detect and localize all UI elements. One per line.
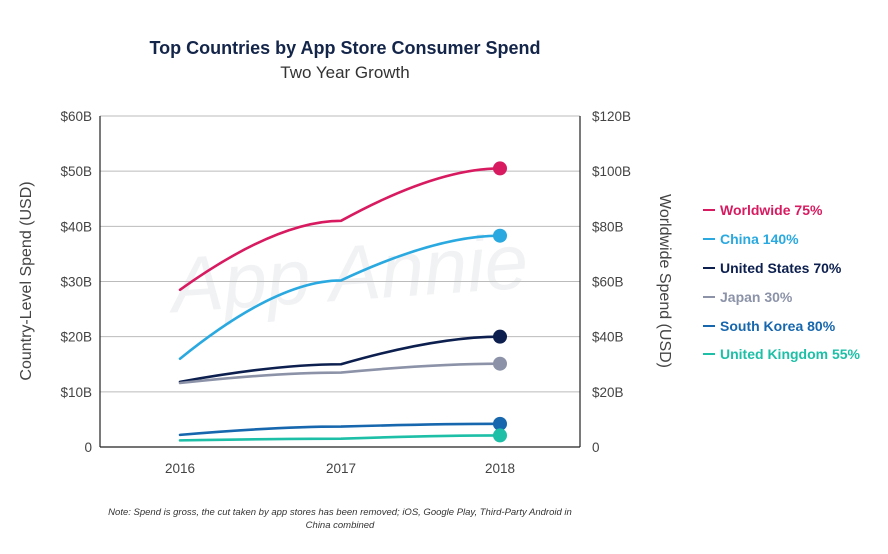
legend-label: United States 70% xyxy=(720,259,842,276)
y-tick-label: $30B xyxy=(60,275,92,290)
y-tick-label: $50B xyxy=(60,164,92,179)
legend-label: South Korea 80% xyxy=(720,317,836,334)
series-line xyxy=(178,335,502,384)
legend-swatch xyxy=(703,266,715,269)
legend-item: Worldwide 75% xyxy=(703,196,860,225)
legend-label: United Kingdom 55% xyxy=(720,346,861,363)
footnote: Note: Spend is gross, the cut taken by a… xyxy=(108,507,572,531)
y-tick-label: $20B xyxy=(60,330,92,345)
series-line xyxy=(178,234,502,361)
y2-tick-label: $100B xyxy=(592,164,631,179)
series-endpoint xyxy=(493,161,507,176)
x-axis-ticks: 2016 2017 2018 xyxy=(165,461,515,476)
legend-label: Worldwide 75% xyxy=(720,202,823,219)
series-points xyxy=(493,161,507,443)
y-tick-label: $40B xyxy=(60,219,92,234)
legend-swatch xyxy=(703,353,715,356)
left-axis-label: Country-Level Spend (USD) xyxy=(18,181,35,380)
series-line xyxy=(178,422,502,437)
series-line xyxy=(178,434,502,442)
x-tick-label: 2016 xyxy=(165,461,195,476)
left-axis-ticks: 0 $10B $20B $30B $40B $50B $60B xyxy=(60,109,92,455)
series-line xyxy=(178,362,502,385)
legend-item: United Kingdom 55% xyxy=(703,340,860,369)
x-tick-label: 2017 xyxy=(326,461,356,476)
legend-swatch xyxy=(703,238,715,241)
legend-label: China 140% xyxy=(720,231,799,248)
y2-tick-label: $80B xyxy=(592,219,624,234)
y2-tick-label: $120B xyxy=(592,109,631,124)
legend-item: United States 70% xyxy=(703,254,860,283)
chart-title: Top Countries by App Store Consumer Spen… xyxy=(149,38,541,58)
y-tick-label: 0 xyxy=(84,440,92,455)
y2-tick-label: $20B xyxy=(592,385,624,400)
y-tick-label: $10B xyxy=(60,385,92,400)
legend-item: Japan 30% xyxy=(703,282,860,311)
series-endpoint xyxy=(493,356,507,371)
y2-tick-label: $60B xyxy=(592,275,624,290)
series-endpoint xyxy=(493,416,507,431)
legend-swatch xyxy=(703,209,715,212)
watermark: App Annie xyxy=(164,217,530,330)
legend-swatch xyxy=(703,324,715,327)
series-endpoint xyxy=(493,428,507,443)
y2-tick-label: $40B xyxy=(592,330,624,345)
series-endpoint xyxy=(493,329,507,344)
chart-subtitle: Two Year Growth xyxy=(280,63,410,82)
y2-tick-label: 0 xyxy=(592,440,600,455)
legend: Worldwide 75% China 140% United States 70%… xyxy=(703,196,860,369)
legend-item: South Korea 80% xyxy=(703,311,860,340)
legend-swatch xyxy=(703,295,715,298)
x-tick-label: 2018 xyxy=(485,461,515,476)
series-endpoint xyxy=(493,228,507,243)
series-line xyxy=(178,167,502,292)
right-axis-ticks: 0 $20B $40B $60B $80B $100B $120B xyxy=(592,109,631,455)
legend-label: Japan 30% xyxy=(720,288,793,305)
y-tick-label: $60B xyxy=(60,109,92,124)
legend-item: China 140% xyxy=(703,225,860,254)
right-axis-label: Worldwide Spend (USD) xyxy=(656,194,673,368)
series-lines xyxy=(178,167,502,442)
